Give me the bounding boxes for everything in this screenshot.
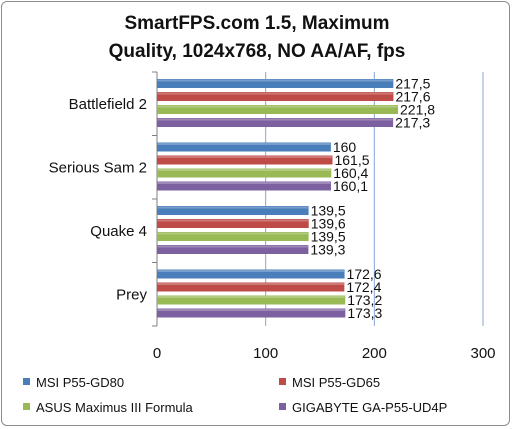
bar-highlight (157, 169, 331, 171)
legend-entry: GIGABYTE GA-P55-UD4P (292, 400, 447, 415)
chart-title-line-2: Quality, 1024x768, NO AA/AF, fps (109, 41, 406, 62)
bar-highlight (157, 92, 393, 95)
bar (157, 245, 309, 254)
value-label: 160,1 (333, 178, 368, 194)
bar (157, 308, 346, 318)
value-label: 172,6 (347, 266, 382, 282)
value-label: 139,5 (311, 229, 346, 245)
bar-highlight (157, 182, 331, 184)
bar (157, 295, 346, 305)
bar (157, 105, 399, 114)
legend-swatch (23, 403, 30, 410)
value-label: 172,4 (346, 279, 381, 295)
category-label: Quake 4 (90, 223, 147, 240)
value-label: 160,4 (333, 165, 368, 181)
x-tick-label: 200 (362, 345, 387, 362)
category-label: Prey (116, 286, 147, 303)
value-label: 139,3 (310, 242, 345, 258)
legend-swatch (23, 378, 30, 385)
value-label: 173,3 (347, 305, 382, 321)
bar-highlight (157, 156, 332, 158)
bar-highlight (157, 206, 309, 209)
bar (157, 219, 309, 228)
legend-entry: MSI P55-GD65 (292, 375, 380, 390)
bar-highlight (157, 105, 398, 108)
value-label: 161,5 (334, 152, 369, 168)
bar (157, 282, 345, 292)
value-label: 139,6 (311, 216, 346, 232)
bar-highlight (157, 296, 345, 298)
value-label: 221,8 (400, 102, 435, 118)
bar-highlight (157, 219, 309, 222)
category-label: Battlefield 2 (69, 96, 147, 113)
bar-highlight (157, 245, 308, 248)
bar (157, 269, 345, 279)
bar (157, 181, 331, 191)
value-label: 217,6 (395, 89, 430, 105)
bar-highlight (157, 143, 331, 145)
bar (157, 155, 333, 165)
x-tick-label: 300 (470, 345, 495, 362)
legend-swatch (279, 378, 286, 385)
bar (157, 118, 394, 127)
category-label: Serious Sam 2 (49, 159, 147, 176)
bar-highlight (157, 283, 344, 285)
chart-title-line-1: SmartFPS.com 1.5, Maximum (124, 13, 389, 34)
bar (157, 206, 309, 215)
bar-highlight (157, 232, 309, 235)
value-label: 173,2 (347, 292, 382, 308)
legend-entry: ASUS Maximus III Formula (36, 400, 194, 415)
x-tick-label: 100 (253, 345, 278, 362)
bar-highlight (157, 270, 345, 272)
bar-highlight (157, 79, 393, 82)
value-label: 217,3 (395, 115, 430, 131)
value-label: 160 (333, 139, 357, 155)
bar-highlight (157, 309, 345, 311)
bar (157, 232, 309, 241)
bar-highlight (157, 118, 393, 121)
bar (157, 92, 394, 101)
value-label: 139,5 (311, 203, 346, 219)
bar (157, 142, 331, 152)
bar (157, 168, 332, 178)
legend-swatch (279, 403, 286, 410)
value-label: 217,5 (395, 76, 430, 92)
legend-entry: MSI P55-GD80 (36, 375, 124, 390)
bar (157, 79, 394, 88)
x-tick-label: 0 (153, 345, 161, 362)
